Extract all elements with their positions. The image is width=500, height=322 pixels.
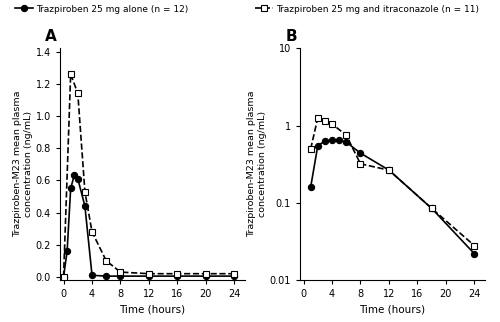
X-axis label: Time (hours): Time (hours) bbox=[120, 305, 186, 315]
X-axis label: Time (hours): Time (hours) bbox=[360, 305, 426, 315]
Y-axis label: Trazpiroben-M23 mean plasma
concentration (ng/mL): Trazpiroben-M23 mean plasma concentratio… bbox=[14, 91, 33, 237]
Text: B: B bbox=[285, 29, 297, 44]
Legend: Trazpiroben 25 mg alone (n = 12): Trazpiroben 25 mg alone (n = 12) bbox=[14, 5, 188, 14]
Text: A: A bbox=[45, 29, 57, 44]
Legend: Trazpiroben 25 mg and itraconazole (n = 11): Trazpiroben 25 mg and itraconazole (n = … bbox=[254, 5, 479, 14]
Y-axis label: Trazpiroben-M23 mean plasma
concentration (ng/mL): Trazpiroben-M23 mean plasma concentratio… bbox=[248, 91, 267, 237]
